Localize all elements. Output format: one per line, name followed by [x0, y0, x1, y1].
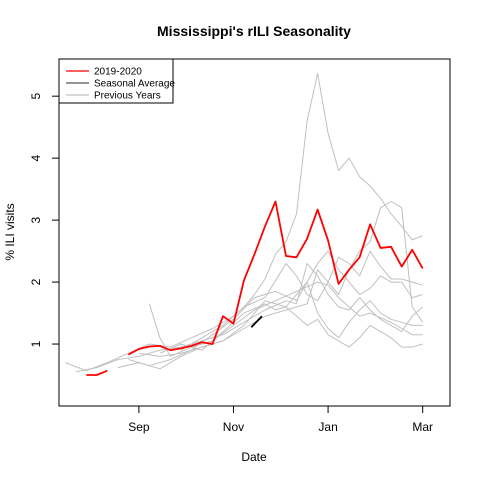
- y-axis-label: % ILI visits: [3, 203, 17, 260]
- series-line-previous-year-9-seg-0: [180, 250, 423, 351]
- series-2019-2020: [86, 200, 424, 376]
- series-line-previous-year-6-seg-0: [138, 300, 423, 357]
- x-tick-label-mar: Mar: [412, 420, 433, 434]
- x-tick-label-jan: Jan: [318, 420, 337, 434]
- legend-label-2019-2020: 2019-2020: [94, 67, 142, 78]
- legend-label-previous-years: Previous Years: [94, 91, 161, 102]
- series-previous-year-8: [159, 281, 423, 354]
- series-previous-year-5: [117, 201, 424, 370]
- series-seasonal-average: [250, 315, 263, 328]
- series-line-2019-2020-seg-1: [127, 200, 424, 356]
- series-line-previous-year-2-seg-0: [65, 72, 423, 372]
- series-previous-year-7: [128, 250, 423, 367]
- series-previous-year-2: [65, 72, 423, 372]
- series-line-seasonal-average-seg-0: [250, 315, 263, 328]
- y-tick-label-2: 2: [29, 278, 43, 285]
- x-tick-label-sep: Sep: [128, 420, 150, 434]
- series-line-previous-year-5-seg-0: [117, 201, 424, 370]
- y-tick-label-5: 5: [29, 93, 43, 100]
- legend: 2019-2020 Seasonal Average Previous Year…: [58, 58, 175, 104]
- series-line-previous-year-4-seg-0: [75, 263, 424, 373]
- x-axis-label: Date: [241, 450, 267, 464]
- axes-layer: Sep Nov Jan Mar 1 2 3 4 5: [29, 93, 433, 434]
- y-tick-label-1: 1: [29, 340, 43, 347]
- plot-frame: [58, 58, 451, 407]
- legend-label-seasonal-average: Seasonal Average: [94, 79, 175, 90]
- chart-title: Mississippi's rILI Seasonality: [157, 23, 351, 39]
- y-tick-label-3: 3: [29, 216, 43, 223]
- series-line-previous-year-8-seg-0: [159, 281, 423, 354]
- legend-box: [58, 58, 174, 104]
- series-layer: [65, 72, 424, 376]
- x-tick-label-nov: Nov: [223, 420, 244, 434]
- y-tick-label-4: 4: [29, 154, 43, 161]
- series-previous-year-9: [180, 250, 423, 351]
- series-previous-year-4: [75, 263, 424, 373]
- series-line-previous-year-7-seg-0: [128, 250, 423, 367]
- series-previous-year-6: [138, 300, 423, 357]
- series-line-2019-2020-seg-0: [86, 369, 108, 376]
